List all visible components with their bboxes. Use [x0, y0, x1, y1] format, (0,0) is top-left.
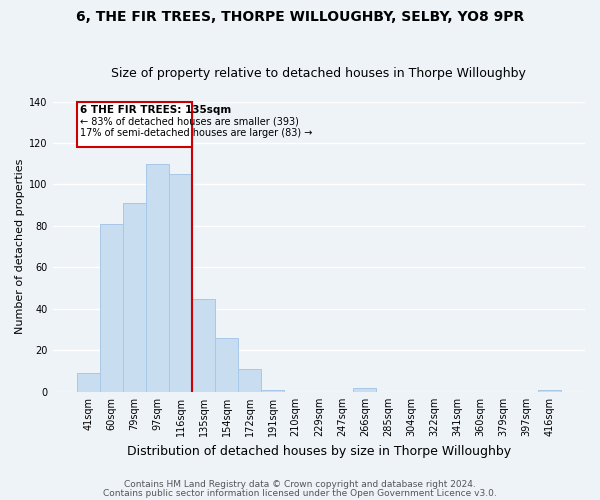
Text: ← 83% of detached houses are smaller (393): ← 83% of detached houses are smaller (39…: [80, 116, 299, 126]
Bar: [238, 369, 261, 392]
Y-axis label: Number of detached properties: Number of detached properties: [15, 159, 25, 334]
Text: 6 THE FIR TREES: 135sqm: 6 THE FIR TREES: 135sqm: [80, 104, 232, 115]
Bar: [123, 203, 146, 392]
Bar: [261, 390, 284, 392]
Bar: [77, 374, 100, 392]
Bar: [146, 164, 169, 392]
FancyBboxPatch shape: [77, 102, 192, 147]
X-axis label: Distribution of detached houses by size in Thorpe Willoughby: Distribution of detached houses by size …: [127, 444, 511, 458]
Bar: [215, 338, 238, 392]
Text: 6, THE FIR TREES, THORPE WILLOUGHBY, SELBY, YO8 9PR: 6, THE FIR TREES, THORPE WILLOUGHBY, SEL…: [76, 10, 524, 24]
Text: Contains HM Land Registry data © Crown copyright and database right 2024.: Contains HM Land Registry data © Crown c…: [124, 480, 476, 489]
Bar: [169, 174, 192, 392]
Bar: [538, 390, 561, 392]
Bar: [192, 298, 215, 392]
Bar: [353, 388, 376, 392]
Bar: [100, 224, 123, 392]
Text: Contains public sector information licensed under the Open Government Licence v3: Contains public sector information licen…: [103, 488, 497, 498]
Text: 17% of semi-detached houses are larger (83) →: 17% of semi-detached houses are larger (…: [80, 128, 313, 138]
Title: Size of property relative to detached houses in Thorpe Willoughby: Size of property relative to detached ho…: [112, 66, 526, 80]
